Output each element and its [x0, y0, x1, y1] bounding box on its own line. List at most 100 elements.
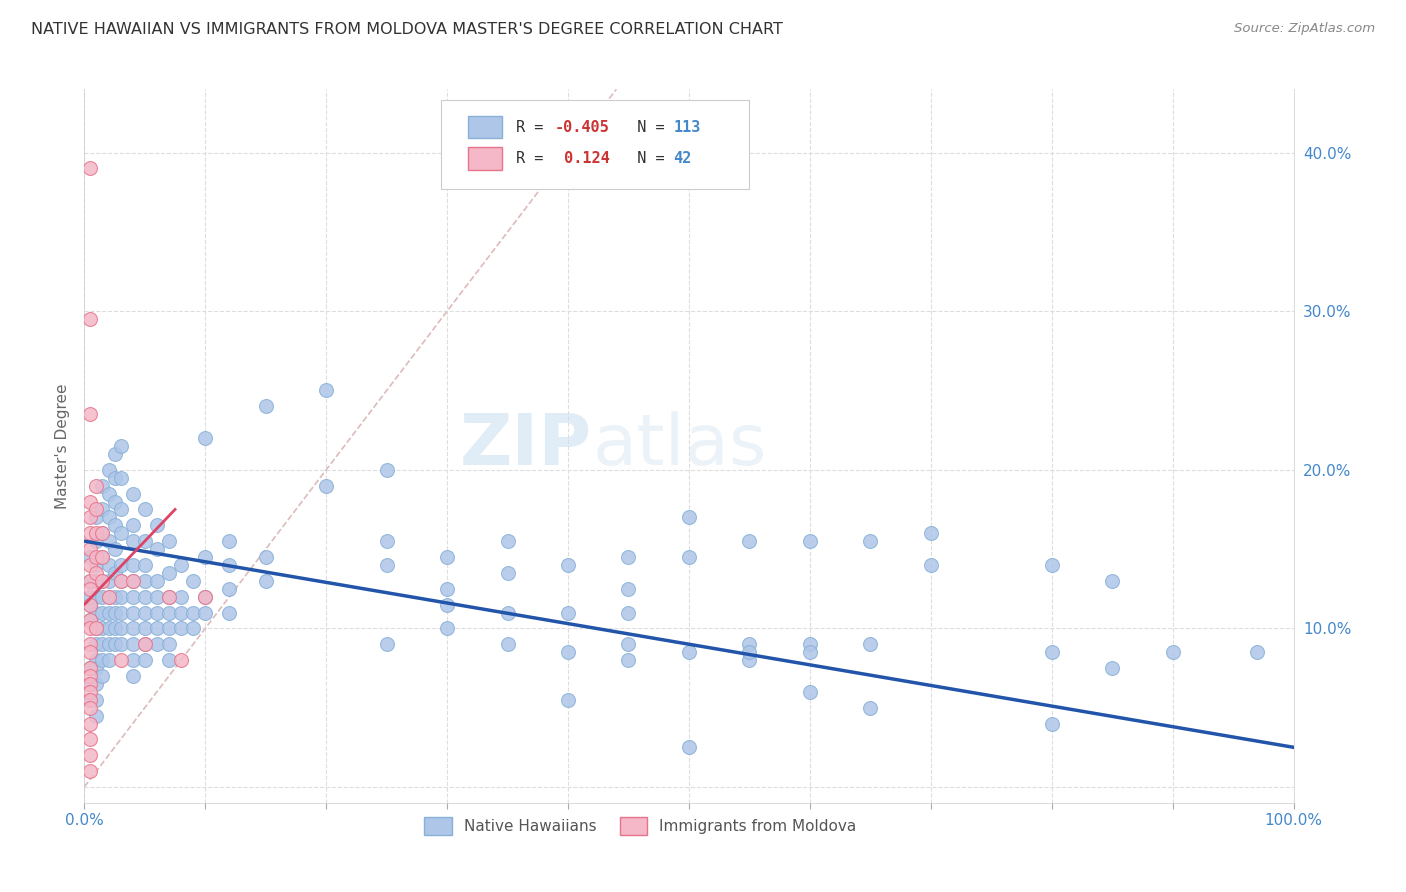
Point [104, 606, 127, 620]
Point [157, 621, 180, 635]
Point [79, 614, 101, 628]
Point [678, 549, 700, 564]
Point [79, 677, 101, 691]
Point [181, 621, 204, 635]
Point [86, 708, 108, 723]
Text: Source: ZipAtlas.com: Source: ZipAtlas.com [1234, 22, 1375, 36]
Point [170, 653, 193, 667]
Point [91, 526, 114, 541]
Point [86, 661, 108, 675]
Point [79, 549, 101, 564]
Point [91, 526, 114, 541]
Point [97, 606, 120, 620]
Point [436, 549, 458, 564]
Point [91, 574, 114, 588]
FancyBboxPatch shape [468, 147, 502, 169]
Point [194, 590, 217, 604]
Point [1101, 574, 1123, 588]
Point [194, 590, 217, 604]
Point [146, 606, 169, 620]
Point [496, 606, 519, 620]
Point [79, 669, 101, 683]
Point [79, 748, 101, 763]
Point [79, 598, 101, 612]
Text: N =: N = [619, 151, 673, 166]
Point [194, 549, 217, 564]
Point [121, 637, 143, 651]
Point [97, 637, 120, 651]
Y-axis label: Master's Degree: Master's Degree [55, 384, 70, 508]
Point [134, 637, 156, 651]
Text: 113: 113 [673, 120, 700, 135]
Point [79, 526, 101, 541]
Point [738, 637, 761, 651]
Point [97, 653, 120, 667]
Point [97, 590, 120, 604]
Point [79, 558, 101, 572]
Point [170, 606, 193, 620]
Point [86, 606, 108, 620]
Point [121, 534, 143, 549]
Point [91, 637, 114, 651]
Point [617, 653, 640, 667]
Point [79, 716, 101, 731]
Point [110, 621, 132, 635]
Text: NATIVE HAWAIIAN VS IMMIGRANTS FROM MOLDOVA MASTER'S DEGREE CORRELATION CHART: NATIVE HAWAIIAN VS IMMIGRANTS FROM MOLDO… [31, 22, 783, 37]
Text: 42: 42 [673, 151, 692, 166]
Point [121, 558, 143, 572]
Point [134, 558, 156, 572]
Point [799, 685, 821, 699]
Point [86, 566, 108, 580]
Point [110, 471, 132, 485]
Point [496, 637, 519, 651]
Point [738, 645, 761, 659]
Point [86, 558, 108, 572]
Point [920, 558, 942, 572]
Point [79, 661, 101, 675]
Point [121, 621, 143, 635]
Point [86, 653, 108, 667]
Point [79, 590, 101, 604]
Point [86, 621, 108, 635]
Point [79, 542, 101, 557]
Point [157, 637, 180, 651]
Point [97, 534, 120, 549]
Point [79, 764, 101, 778]
Point [104, 494, 127, 508]
Point [79, 312, 101, 326]
Point [86, 590, 108, 604]
Point [91, 478, 114, 492]
Point [436, 598, 458, 612]
Point [557, 692, 579, 706]
Point [218, 558, 240, 572]
Point [1040, 558, 1063, 572]
Point [91, 502, 114, 516]
Point [79, 574, 101, 588]
Point [104, 637, 127, 651]
Point [134, 621, 156, 635]
FancyBboxPatch shape [441, 100, 749, 189]
Point [157, 566, 180, 580]
Point [79, 161, 101, 176]
Point [104, 566, 127, 580]
Point [79, 582, 101, 596]
Point [91, 669, 114, 683]
Point [738, 534, 761, 549]
Point [110, 653, 132, 667]
Point [79, 637, 101, 651]
Point [436, 582, 458, 596]
Point [79, 494, 101, 508]
Point [121, 574, 143, 588]
Point [110, 574, 132, 588]
Point [121, 653, 143, 667]
Point [157, 590, 180, 604]
Point [121, 606, 143, 620]
Point [859, 700, 882, 714]
Point [110, 590, 132, 604]
Point [110, 574, 132, 588]
Point [121, 574, 143, 588]
Point [104, 518, 127, 533]
Point [79, 692, 101, 706]
Point [617, 606, 640, 620]
Point [157, 534, 180, 549]
